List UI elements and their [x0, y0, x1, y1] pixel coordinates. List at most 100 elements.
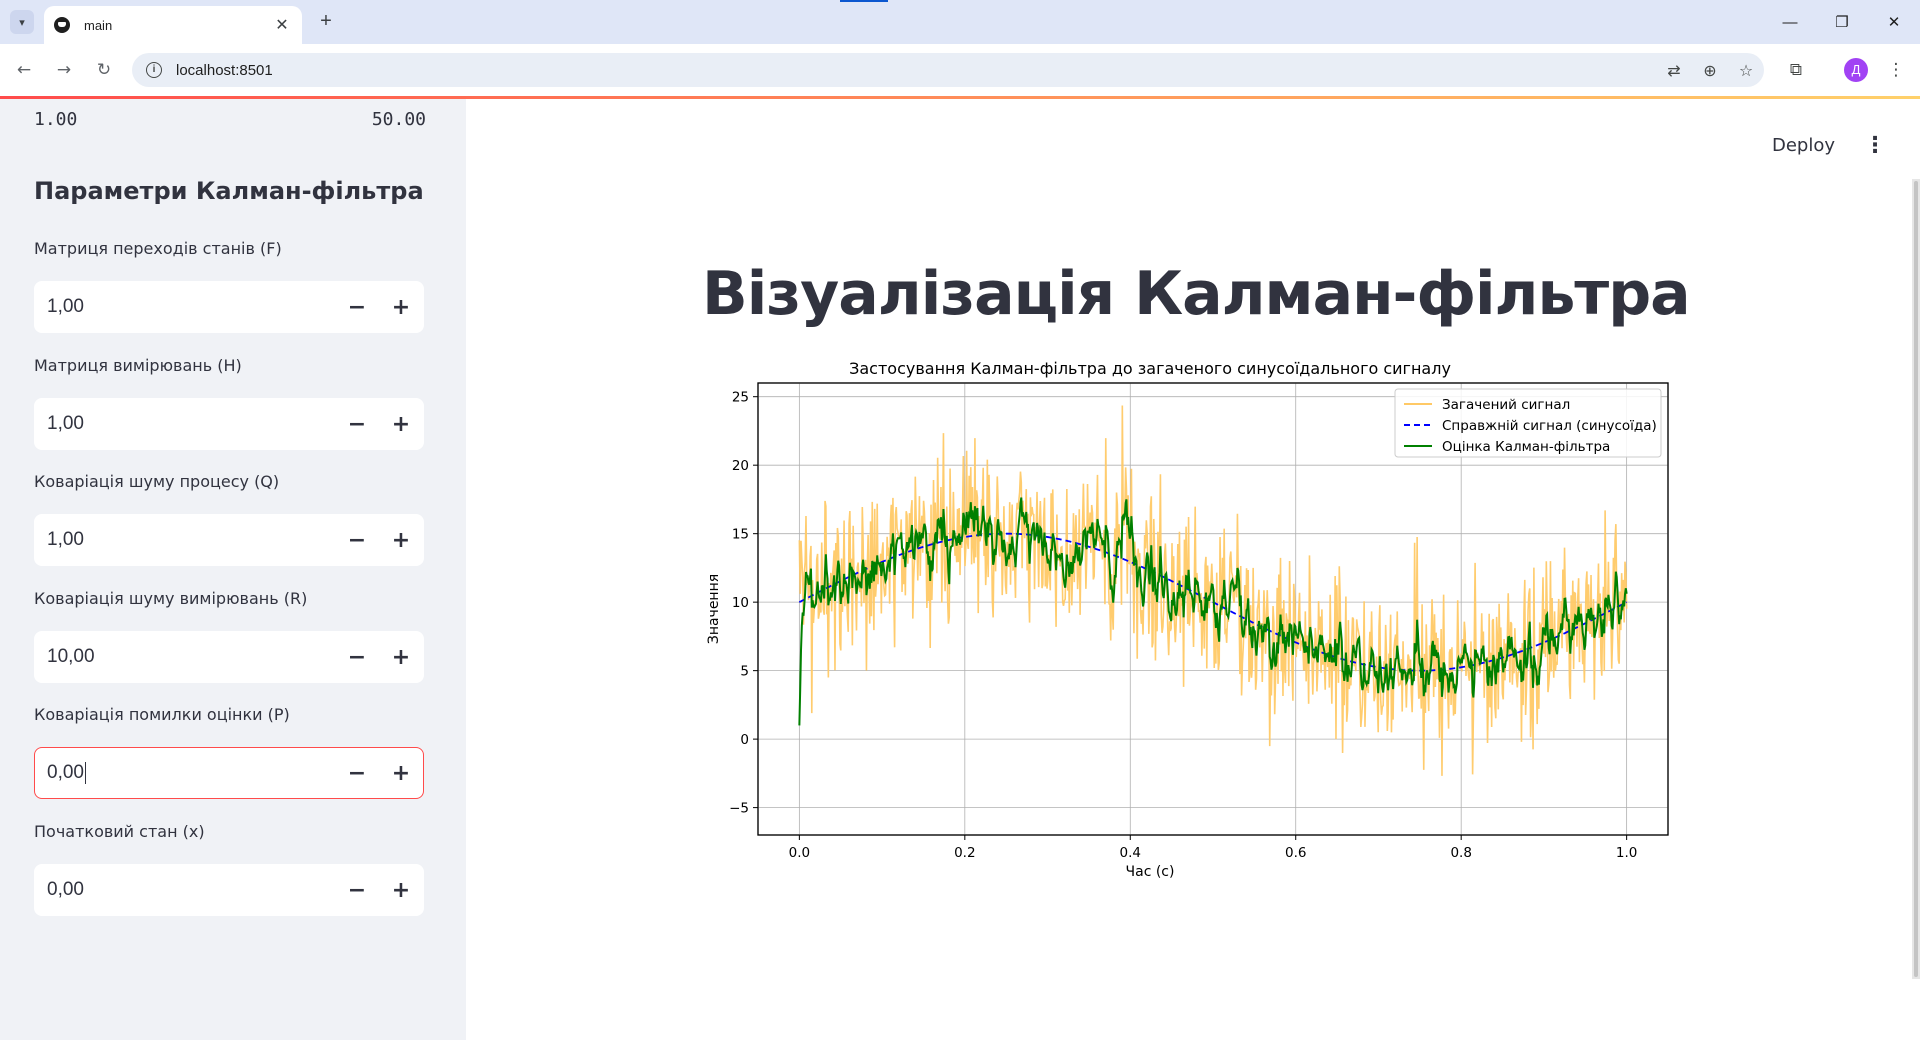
avatar[interactable]: Д: [1844, 58, 1868, 82]
field-h: Матриця вимірювань (H) 1,00 − +: [34, 356, 424, 450]
plus-button[interactable]: +: [391, 644, 411, 670]
y-tick-label: 25: [732, 390, 749, 406]
field-label: Початковий стан (x): [34, 822, 205, 841]
reload-icon[interactable]: ↻: [96, 60, 112, 80]
star-icon[interactable]: ☆: [1738, 60, 1754, 80]
plus-button[interactable]: +: [391, 411, 411, 437]
kebab-icon[interactable]: ⋮: [1887, 60, 1905, 80]
number-input-value[interactable]: 1,00: [47, 296, 84, 317]
sidebar: 1.00 50.00 Параметри Калман-фільтра Матр…: [0, 99, 466, 1040]
legend-label-noisy: Загачений сигнал: [1442, 397, 1570, 413]
field-label: Коваріація помилки оцінки (P): [34, 705, 290, 724]
minimize-icon[interactable]: —: [1782, 13, 1798, 31]
x-tick-label: 0.4: [1120, 845, 1141, 861]
x-tick-label: 0.6: [1285, 845, 1306, 861]
close-icon[interactable]: ✕: [275, 17, 289, 34]
section-title: Параметри Калман-фільтра: [34, 177, 424, 205]
info-icon[interactable]: i: [146, 62, 162, 78]
legend-label-true: Справжній сигнал (синусоїда): [1442, 418, 1657, 434]
main-content: Deploy ⋮ Візуалізація Калман-фільтра Зас…: [466, 99, 1920, 1040]
x-tick-label: 0.8: [1450, 845, 1471, 861]
chart: Застосування Калман-фільтра до загаченог…: [702, 347, 1702, 987]
series-kalman-estimate: [798, 497, 1628, 726]
y-tick-label: 20: [732, 458, 749, 474]
field-label: Матриця вимірювань (H): [34, 356, 242, 375]
tab-indicator: [840, 0, 888, 2]
chart-svg: Застосування Калман-фільтра до загаченог…: [706, 359, 1669, 880]
number-input: 1,00 − +: [34, 281, 424, 333]
minus-button[interactable]: −: [347, 760, 367, 786]
x-tick-label: 0.2: [954, 845, 975, 861]
minus-button[interactable]: −: [347, 877, 367, 903]
plus-button[interactable]: +: [391, 527, 411, 553]
forward-icon[interactable]: →: [56, 60, 72, 80]
browser-tab-bar: ▾ main ✕ + — ❐ ✕: [0, 0, 1920, 44]
main-menu-icon[interactable]: ⋮: [1864, 133, 1886, 158]
x-tick-label: 1.0: [1616, 845, 1637, 861]
y-axis-label: Значення: [706, 574, 722, 644]
plus-icon[interactable]: +: [320, 10, 332, 32]
scrollbar-thumb[interactable]: [1914, 181, 1918, 977]
y-tick-label: 0: [740, 732, 749, 748]
browser-toolbar: ← → ↻ i localhost:8501 ⇄ ⊕ ☆ ⧉ Д ⋮: [0, 44, 1920, 96]
number-input-value[interactable]: 1,00: [47, 529, 84, 550]
minus-button[interactable]: −: [347, 644, 367, 670]
extensions-icon[interactable]: ⧉: [1789, 60, 1803, 80]
page-title: Візуалізація Калман-фільтра: [702, 259, 1691, 329]
number-input-value[interactable]: 0,00: [35, 761, 335, 784]
plus-button[interactable]: +: [391, 877, 411, 903]
field-p: Коваріація помилки оцінки (P) 0,00 − +: [34, 705, 424, 799]
minus-button[interactable]: −: [347, 411, 367, 437]
field-q: Коваріація шуму процесу (Q) 1,00 − +: [34, 472, 424, 566]
deploy-button[interactable]: Deploy: [1772, 135, 1836, 156]
translate-icon[interactable]: ⇄: [1667, 60, 1681, 80]
number-input: 10,00 − +: [34, 631, 424, 683]
window-close-icon[interactable]: ✕: [1887, 14, 1901, 31]
x-axis-label: Час (с): [1126, 864, 1175, 880]
minus-button[interactable]: −: [347, 527, 367, 553]
y-tick-label: 15: [732, 527, 749, 543]
plot-border: [757, 382, 1669, 836]
address-bar[interactable]: i localhost:8501 ⇄ ⊕ ☆: [132, 53, 1764, 87]
axis-ticks: 0.0 0.2 0.4 0.6 0.8 1.0 −5 0 5 10 15 20 25: [729, 390, 1637, 861]
field-label: Матриця переходів станів (F): [34, 239, 282, 258]
number-input-value[interactable]: 1,00: [47, 413, 84, 434]
legend-box: [1394, 388, 1662, 458]
number-input-focused: 0,00 − +: [34, 747, 424, 799]
series-layer: [798, 405, 1628, 776]
tab-title: main: [84, 17, 113, 33]
restore-icon[interactable]: ❐: [1835, 14, 1849, 31]
x-tick-label: 0.0: [789, 845, 810, 861]
back-icon[interactable]: ←: [16, 60, 32, 80]
streamlit-favicon: [54, 17, 70, 33]
window-controls: — ❐ ✕: [1764, 0, 1920, 44]
tab-dropdown-icon[interactable]: ▾: [10, 10, 34, 34]
browser-tab[interactable]: main ✕: [44, 6, 302, 44]
slider-max-value: 50.00: [371, 109, 426, 130]
text-caret: [84, 761, 86, 784]
legend: Загачений сигнал Справжній сигнал (синус…: [1394, 388, 1662, 458]
field-f: Матриця переходів станів (F) 1,00 − +: [34, 239, 424, 333]
url-text[interactable]: localhost:8501: [176, 61, 273, 79]
number-input: 1,00 − +: [34, 514, 424, 566]
field-label: Коваріація шуму процесу (Q): [34, 472, 280, 491]
number-input: 0,00 − +: [34, 864, 424, 916]
slider-min-value: 1.00: [34, 109, 78, 130]
chart-title: Застосування Калман-фільтра до загаченог…: [849, 359, 1451, 378]
plus-button[interactable]: +: [391, 760, 411, 786]
loading-bar: [0, 96, 1920, 99]
slider-range: 1.00 50.00: [34, 109, 426, 130]
field-x: Початковий стан (x) 0,00 − +: [34, 822, 424, 916]
number-input: 1,00 − +: [34, 398, 424, 450]
y-tick-label: 5: [740, 664, 749, 680]
plus-button[interactable]: +: [391, 294, 411, 320]
zoom-icon[interactable]: ⊕: [1703, 60, 1717, 80]
y-tick-label: 10: [732, 595, 749, 611]
legend-label-kalman: Оцінка Калман-фільтра: [1442, 439, 1610, 455]
number-input-text: 0,00: [47, 762, 84, 783]
y-tick-label: −5: [729, 801, 749, 817]
number-input-value[interactable]: 10,00: [47, 646, 95, 667]
field-label: Коваріація шуму вимірювань (R): [34, 589, 308, 608]
minus-button[interactable]: −: [347, 294, 367, 320]
number-input-value[interactable]: 0,00: [47, 879, 84, 900]
